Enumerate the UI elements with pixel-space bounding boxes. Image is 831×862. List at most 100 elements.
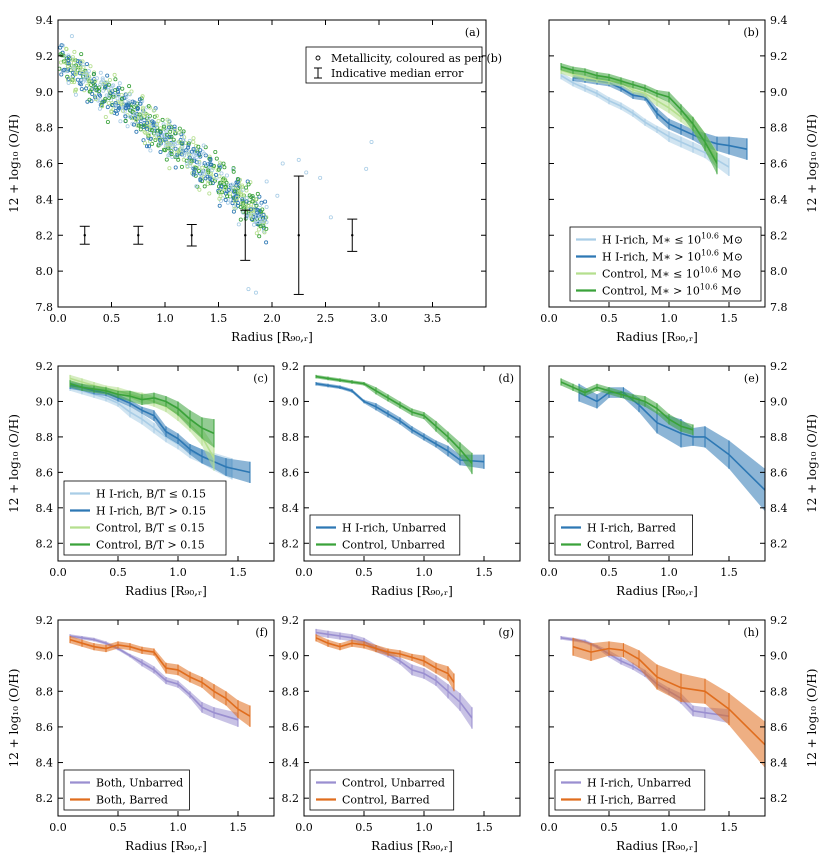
axes-frame-c: [57, 365, 275, 562]
scatter-point: [188, 161, 193, 166]
scatter-point: [191, 152, 196, 157]
scatter-point: [171, 137, 176, 142]
scatter-point: [93, 95, 98, 100]
x-tick-label: 1.0: [415, 566, 433, 579]
scatter-point: [123, 99, 128, 104]
scatter-point: [246, 287, 251, 292]
scatter-point: [161, 122, 166, 127]
scatter-point: [116, 89, 121, 94]
scatter-point: [254, 231, 259, 236]
legend-label: Both, Barred: [96, 794, 168, 807]
scatter-point: [219, 184, 224, 189]
scatter-point: [253, 290, 258, 295]
scatter-point: [217, 160, 222, 165]
scatter-point: [216, 167, 221, 172]
scatter-point: [257, 194, 262, 199]
scatter-point: [264, 226, 269, 231]
scatter-point: [58, 66, 62, 71]
scatter-point: [280, 161, 285, 166]
scatter-point: [84, 62, 89, 67]
y-tick-label: 8.2: [36, 537, 54, 550]
scatter-point: [257, 208, 262, 213]
y-tick-label: 8.8: [282, 685, 300, 698]
scatter-point: [105, 73, 110, 78]
scatter-point: [79, 87, 84, 92]
y-tick-label: 8.6: [770, 721, 788, 734]
error-bar-center: [297, 234, 300, 237]
scatter-point: [168, 129, 173, 134]
scatter-point: [172, 140, 177, 145]
scatter-point: [127, 92, 132, 97]
scatter-point: [106, 82, 111, 87]
panel-e: 0.0 0.5 1.0 1.5 8.2 8.4 8.6 8.8 9.0 9.2 Radius [R₉…: [540, 360, 819, 598]
y-tick-label: 8.4: [770, 502, 788, 515]
scatter-point: [191, 139, 196, 144]
scatter-points: [58, 34, 374, 295]
legend-box: [63, 480, 227, 556]
y-tick-label: 9.2: [770, 614, 788, 627]
scatter-point: [191, 172, 196, 177]
scatter-point: [262, 230, 267, 235]
scatter-point: [163, 127, 168, 132]
x-tick-label: 1.5: [720, 566, 738, 579]
scatter-point: [236, 185, 241, 190]
y-tick-label: 8.2: [770, 537, 788, 550]
scatter-point: [237, 177, 242, 182]
scatter-point: [235, 176, 240, 181]
panel-label: (a): [465, 26, 480, 39]
scatter-point: [141, 111, 146, 116]
scatter-point: [225, 194, 230, 199]
legend-label: H I-rich, M∗ ≤ 1010.6 M⊙: [602, 232, 743, 247]
scatter-point: [70, 55, 75, 60]
scatter-point: [191, 146, 196, 151]
y-axis-label: 12 + log₁₀ (O/H): [7, 114, 21, 213]
y-tick-label: 8.6: [770, 466, 788, 479]
scatter-point: [165, 117, 170, 122]
scatter-point: [59, 72, 64, 77]
legend-box: [569, 226, 762, 302]
scatter-point: [146, 133, 151, 138]
scatter-point: [111, 94, 116, 99]
scatter-point: [160, 133, 165, 138]
scatter-point: [192, 167, 197, 172]
legend-label: Control, M∗ ≤ 1010.6 M⊙: [602, 266, 742, 281]
scatter-point: [249, 205, 254, 210]
scatter-point: [222, 165, 227, 170]
x-tick-label: 0.5: [600, 821, 618, 834]
scatter-point: [251, 210, 256, 215]
series-line: [69, 635, 239, 721]
scatter-point: [172, 127, 177, 132]
scatter-point: [244, 199, 249, 204]
legend-label: Metallicity, coloured as per (b): [331, 52, 502, 65]
scatter-point: [84, 86, 89, 91]
x-tick-label: 0.0: [540, 312, 558, 325]
scatter-point: [144, 144, 149, 149]
scatter-point: [107, 78, 112, 83]
y-tick-label: 9.2: [282, 360, 300, 373]
scatter-point: [72, 80, 77, 85]
legend-b: H I-rich, M∗ ≤ 1010.6 M⊙ H I-rich, M∗ > 1…: [569, 226, 762, 302]
scatter-point: [167, 134, 172, 139]
scatter-point: [212, 178, 217, 183]
scatter-point: [87, 79, 92, 84]
scatter-point: [198, 177, 203, 182]
x-tick-label: 3.0: [370, 312, 388, 325]
scatter-point: [90, 92, 95, 97]
series-error-band: [579, 383, 765, 512]
scatter-point: [203, 176, 208, 181]
scatter-point: [66, 55, 71, 60]
scatter-point: [213, 172, 218, 177]
scatter-point: [72, 49, 77, 54]
x-tick-label: 0.5: [600, 566, 618, 579]
scatter-point: [258, 224, 263, 229]
scatter-point: [255, 222, 260, 227]
scatter-point: [122, 109, 127, 114]
scatter-point: [167, 125, 172, 130]
y-tick-label: 8.8: [770, 122, 788, 135]
scatter-point: [80, 70, 85, 75]
legend-c: H I-rich, B/T ≤ 0.15 H I-rich, B/T > 0.15…: [63, 480, 227, 556]
legend-g: Control, Unbarred Control, Barred: [309, 769, 455, 811]
scatter-point: [148, 148, 153, 153]
scatter-point: [86, 69, 91, 74]
x-tick-label: 0.0: [49, 312, 67, 325]
